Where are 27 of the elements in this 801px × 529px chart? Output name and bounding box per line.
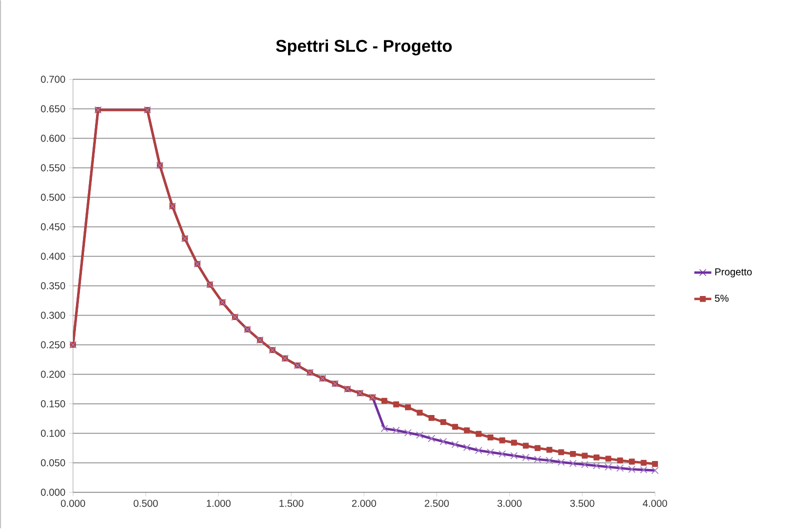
x-tick-label: 1.500 <box>280 500 304 508</box>
x-tick-label: 2.000 <box>352 500 376 508</box>
y-tick-label: 0.250 <box>40 341 66 349</box>
y-tick-label: 0.400 <box>40 252 66 260</box>
x-tick-label: 1.000 <box>206 500 231 508</box>
chart-title: Spettri SLC - Progetto <box>276 40 452 56</box>
y-tick-label: 0.300 <box>40 312 66 320</box>
y-tick-label: 0.550 <box>40 164 66 172</box>
y-tick-label: 0.150 <box>40 400 66 408</box>
y-tick-label: 0.700 <box>40 76 66 84</box>
y-tick-label: 0.000 <box>40 488 66 496</box>
y-tick-label: 0.650 <box>40 105 66 113</box>
y-tick-label: 0.200 <box>40 370 66 378</box>
y-tick-label: 0.100 <box>40 430 66 438</box>
x-tick-label: 3.500 <box>570 500 594 508</box>
legend-label: 5% <box>714 294 729 302</box>
y-tick-label: 0.050 <box>40 459 66 467</box>
x-tick-label: 0.000 <box>60 500 86 508</box>
y-tick-label: 0.500 <box>40 194 66 202</box>
y-tick-label: 0.600 <box>40 134 66 142</box>
x-tick-label: 4.000 <box>642 500 668 508</box>
y-tick-label: 0.350 <box>40 282 66 290</box>
y-tick-label: 0.450 <box>40 223 66 231</box>
x-tick-label: 2.500 <box>424 500 449 508</box>
legend-label: Progetto <box>715 268 752 278</box>
x-tick-label: 0.500 <box>134 500 158 508</box>
x-tick-label: 3.000 <box>497 500 522 508</box>
